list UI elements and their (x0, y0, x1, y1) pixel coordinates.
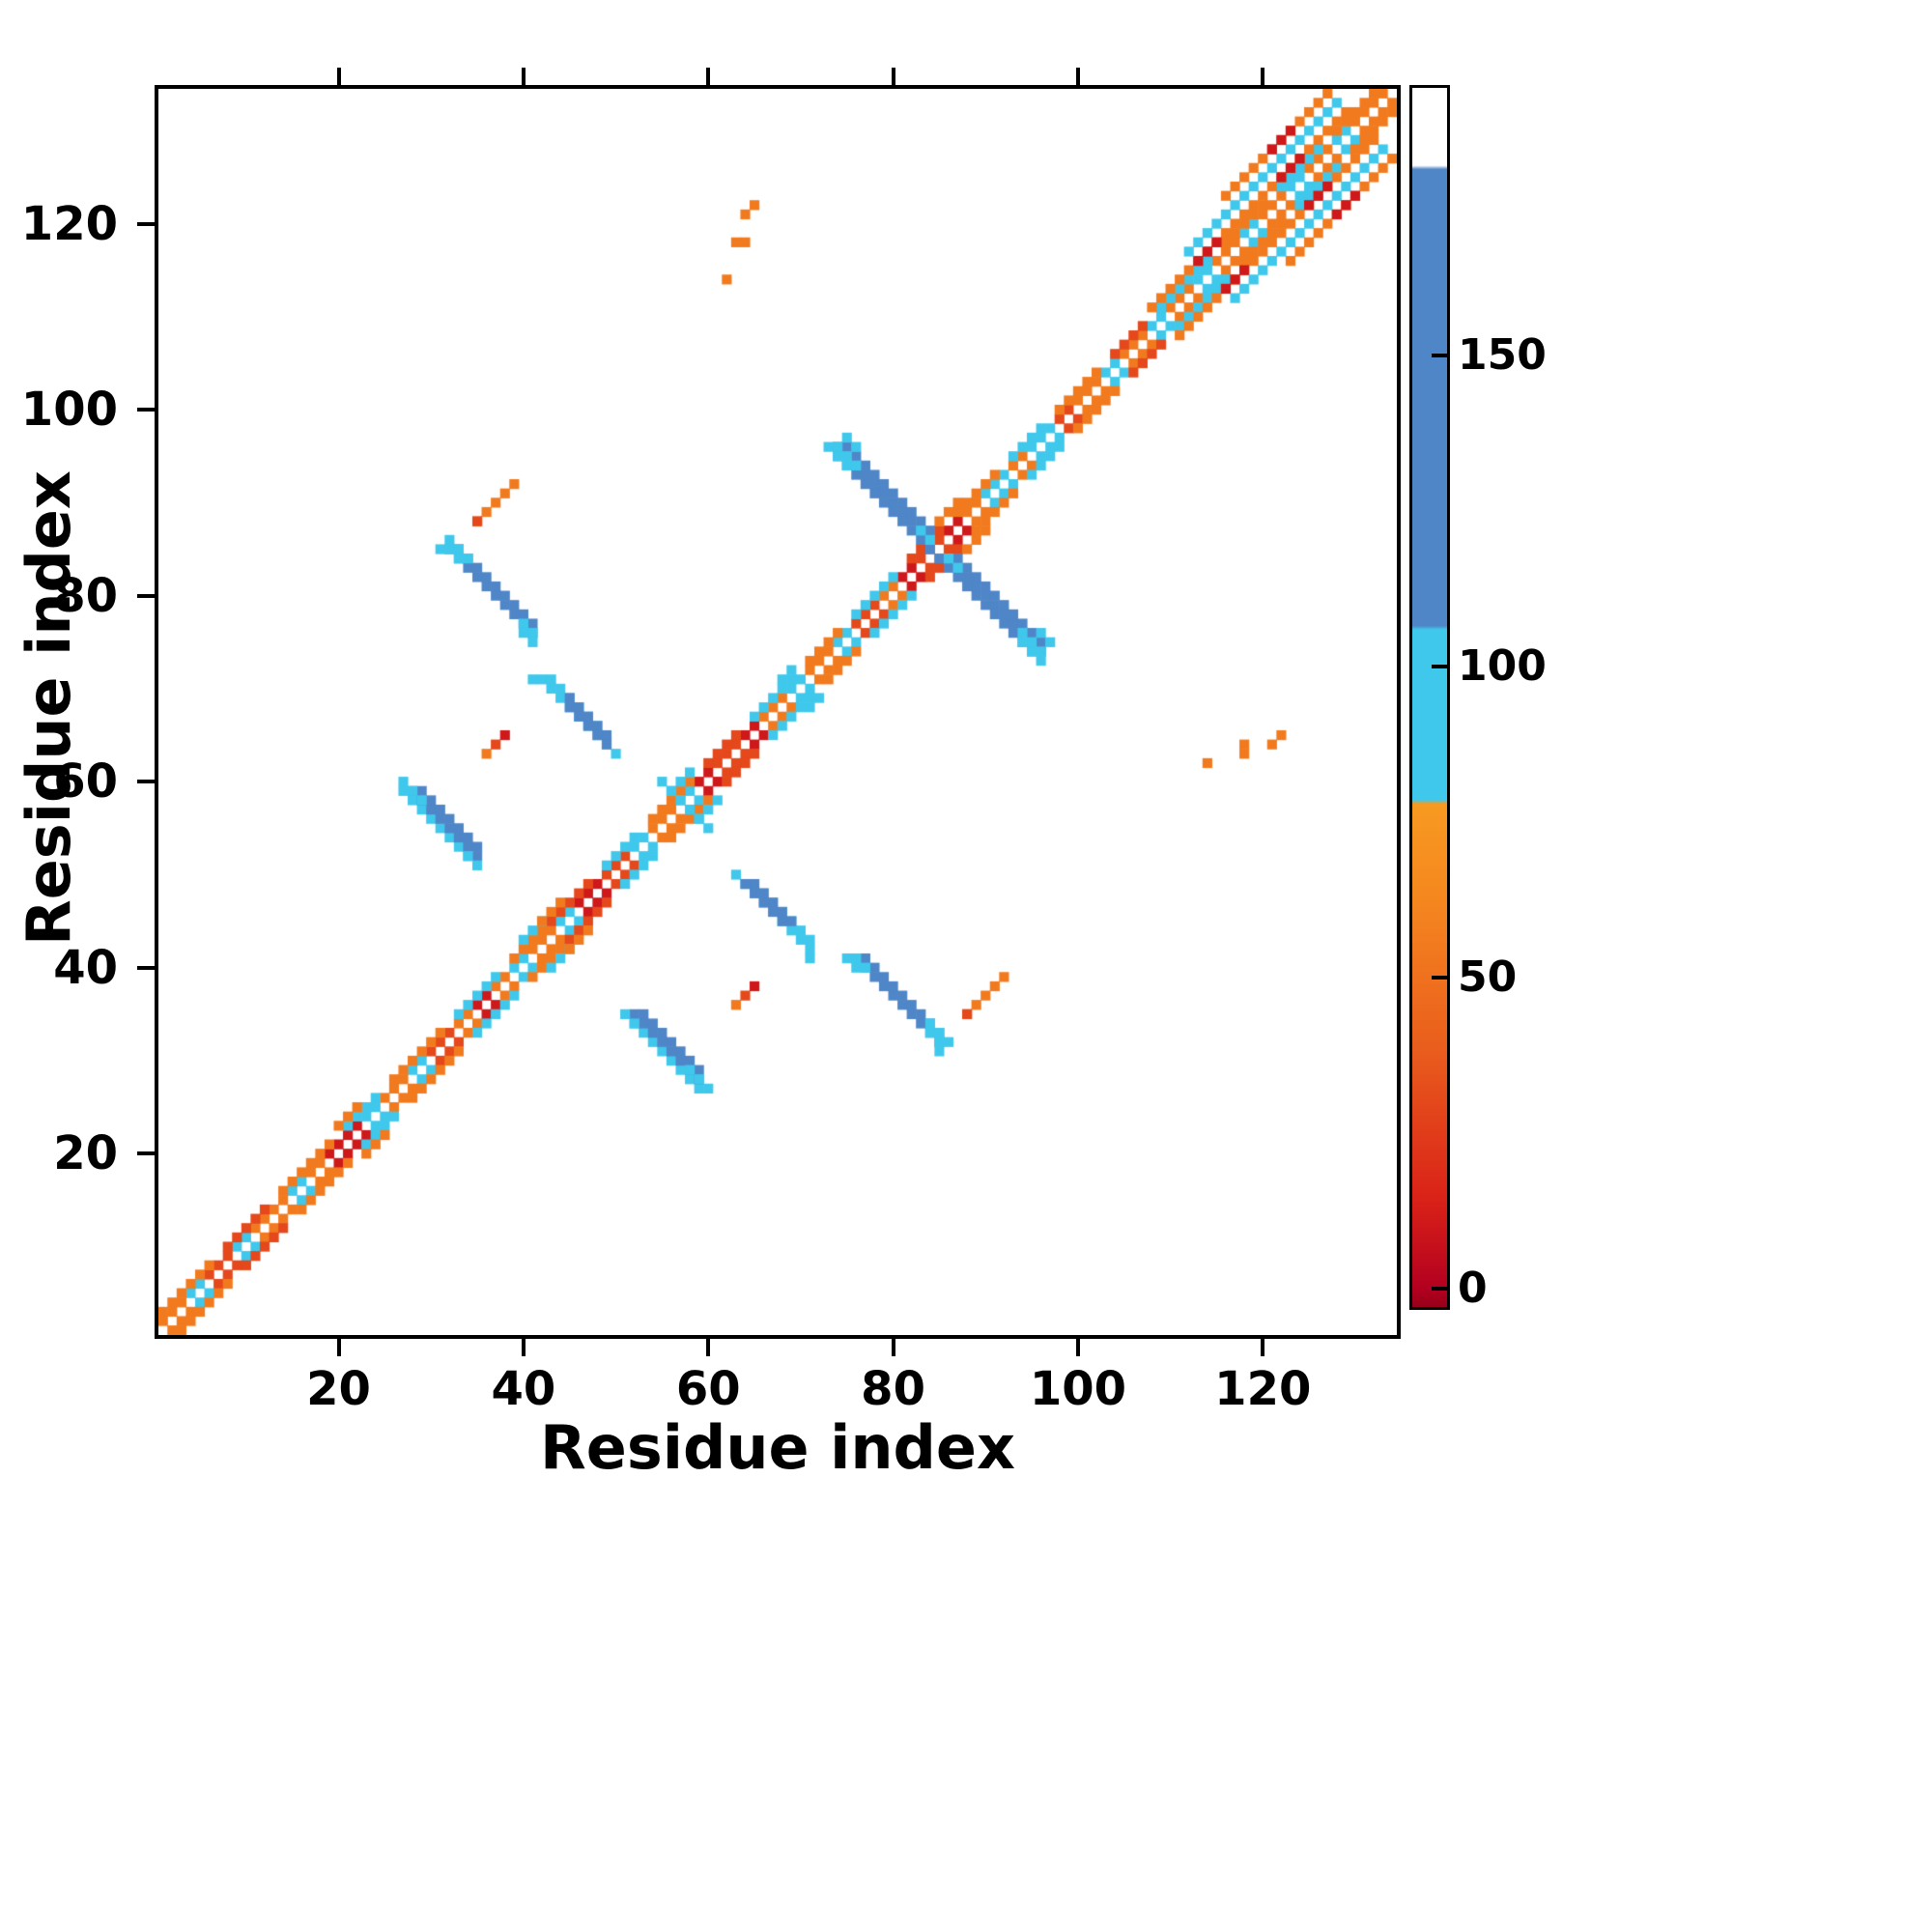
tick-mark (137, 221, 155, 226)
tick-mark (891, 1339, 895, 1356)
tick-mark (521, 1339, 526, 1356)
x-tick-label: 60 (675, 1362, 741, 1416)
x-tick-label: 20 (306, 1362, 371, 1416)
y-tick-label: 100 (20, 383, 118, 438)
tick-mark (891, 68, 895, 85)
colorbar-tick-label: 0 (1458, 1263, 1488, 1313)
x-axis-title: Residue index (540, 1412, 1015, 1483)
tick-mark (1432, 1286, 1447, 1291)
tick-mark (137, 408, 155, 412)
x-tick-label: 40 (491, 1362, 556, 1416)
tick-mark (1432, 664, 1447, 668)
y-tick-label: 80 (53, 568, 118, 623)
tick-mark (1075, 1339, 1080, 1356)
y-tick-label: 120 (20, 196, 118, 251)
tick-mark (137, 1151, 155, 1156)
tick-mark (706, 1339, 711, 1356)
tick-mark (706, 68, 711, 85)
y-tick-label: 40 (53, 940, 118, 995)
colorbar-gradient-canvas (1412, 88, 1447, 1307)
contact-map-plot-area (155, 85, 1401, 1339)
tick-mark (336, 68, 341, 85)
tick-mark (1432, 353, 1447, 357)
x-tick-label: 80 (861, 1362, 925, 1416)
x-tick-label: 120 (1214, 1362, 1312, 1416)
tick-mark (1261, 1339, 1265, 1356)
x-tick-label: 100 (1029, 1362, 1127, 1416)
colorbar (1409, 85, 1450, 1310)
tick-mark (137, 593, 155, 598)
tick-mark (336, 1339, 341, 1356)
tick-mark (137, 780, 155, 784)
tick-mark (1432, 975, 1447, 980)
colorbar-tick-label: 100 (1458, 640, 1547, 691)
y-axis-title: Residue index (14, 470, 84, 946)
colorbar-tick-label: 150 (1458, 329, 1547, 380)
heatmap-canvas (158, 89, 1397, 1335)
tick-mark (137, 965, 155, 970)
tick-mark (1261, 68, 1265, 85)
colorbar-tick-label: 50 (1458, 952, 1518, 1002)
y-tick-label: 20 (53, 1126, 118, 1181)
tick-mark (1075, 68, 1080, 85)
tick-mark (521, 68, 526, 85)
y-tick-label: 60 (53, 754, 118, 810)
